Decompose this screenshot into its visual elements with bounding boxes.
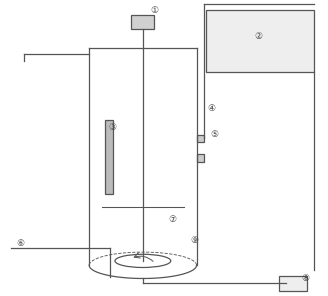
- Text: ③: ③: [108, 123, 116, 132]
- Text: ⑥: ⑥: [17, 239, 25, 248]
- Text: ②: ②: [254, 32, 262, 41]
- Bar: [106, 120, 113, 194]
- Text: ①: ①: [150, 6, 158, 15]
- Text: ④: ④: [207, 104, 215, 113]
- Bar: [279, 276, 307, 291]
- Bar: [196, 135, 204, 142]
- Text: ⑦: ⑦: [168, 215, 176, 224]
- Bar: [132, 15, 154, 29]
- Text: ⑨: ⑨: [191, 236, 199, 245]
- Text: ⑤: ⑤: [210, 130, 218, 139]
- Text: ⑧: ⑧: [301, 274, 310, 283]
- Bar: [196, 154, 204, 162]
- Bar: [206, 10, 314, 72]
